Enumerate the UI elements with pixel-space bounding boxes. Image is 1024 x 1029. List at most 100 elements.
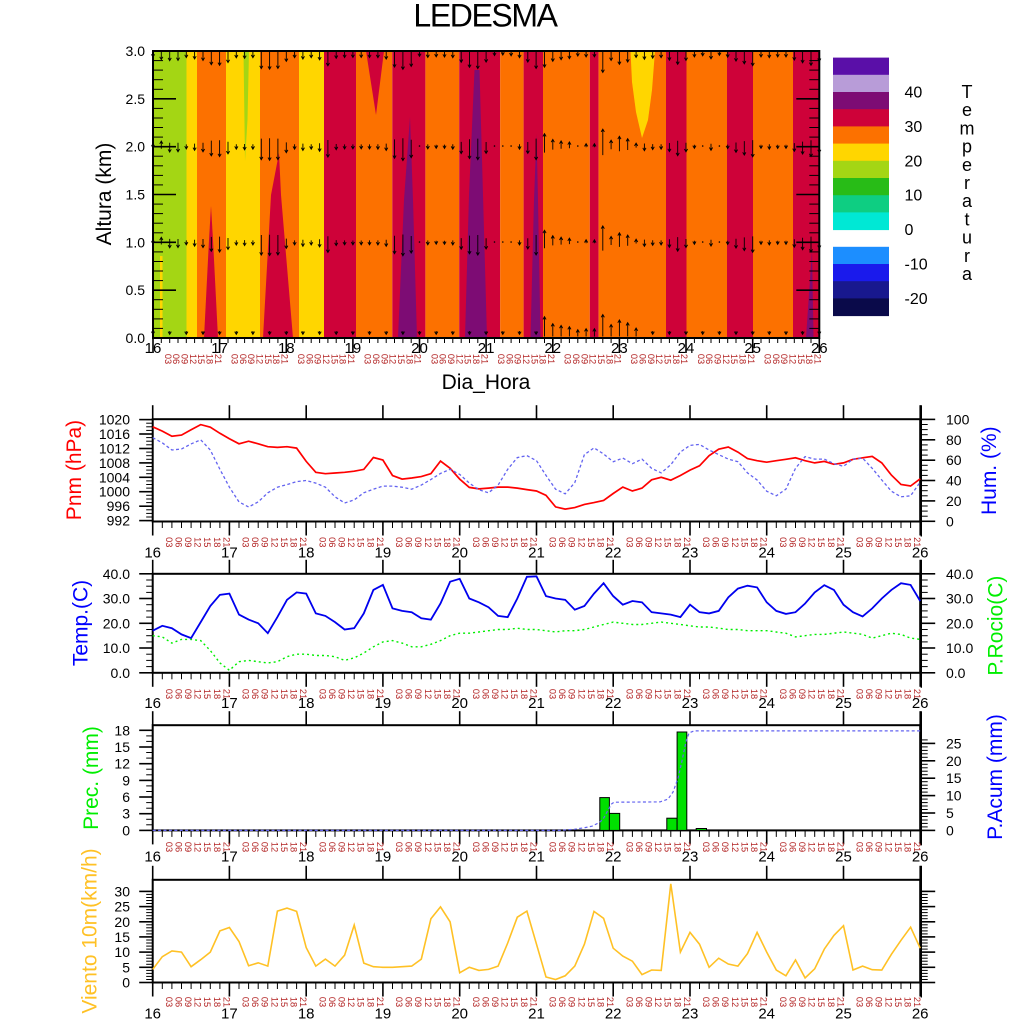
svg-text:e: e — [962, 155, 972, 175]
svg-text:15: 15 — [893, 997, 903, 1007]
svg-text:06: 06 — [171, 354, 181, 364]
svg-text:12: 12 — [254, 354, 264, 364]
svg-text:30: 30 — [905, 119, 923, 136]
svg-text:12: 12 — [588, 354, 598, 364]
svg-text:09: 09 — [874, 997, 884, 1007]
svg-text:18: 18 — [672, 842, 682, 852]
svg-text:15: 15 — [202, 537, 212, 547]
svg-text:u: u — [962, 228, 972, 248]
svg-text:21: 21 — [528, 849, 545, 866]
svg-text:16: 16 — [145, 340, 162, 357]
svg-text:15: 15 — [816, 997, 826, 1007]
svg-text:26: 26 — [912, 849, 929, 866]
svg-text:19: 19 — [375, 1006, 392, 1023]
svg-text:03: 03 — [855, 842, 865, 852]
svg-text:0: 0 — [122, 975, 130, 991]
svg-text:09: 09 — [413, 842, 423, 852]
svg-text:09: 09 — [260, 537, 270, 547]
svg-text:09: 09 — [797, 997, 807, 1007]
svg-text:19: 19 — [375, 695, 392, 712]
svg-text:03: 03 — [624, 689, 634, 699]
svg-text:09: 09 — [646, 354, 656, 364]
svg-text:21: 21 — [835, 997, 845, 1007]
svg-text:09: 09 — [579, 354, 589, 364]
svg-text:23: 23 — [682, 849, 699, 866]
svg-text:18: 18 — [749, 689, 759, 699]
svg-text:26: 26 — [912, 695, 929, 712]
svg-text:03: 03 — [563, 354, 573, 364]
svg-text:25: 25 — [835, 695, 852, 712]
svg-text:21: 21 — [375, 842, 385, 852]
svg-text:10.0: 10.0 — [103, 640, 130, 656]
svg-text:03: 03 — [778, 997, 788, 1007]
svg-text:03: 03 — [164, 689, 174, 699]
svg-text:15: 15 — [586, 537, 596, 547]
svg-text:21: 21 — [759, 689, 769, 699]
svg-text:18: 18 — [298, 545, 315, 562]
svg-text:16: 16 — [144, 695, 161, 712]
svg-text:21: 21 — [813, 354, 823, 364]
svg-text:18: 18 — [672, 537, 682, 547]
svg-text:18: 18 — [826, 842, 836, 852]
svg-text:10: 10 — [905, 188, 923, 205]
svg-text:09: 09 — [337, 997, 347, 1007]
svg-text:996: 996 — [107, 498, 131, 514]
svg-text:18: 18 — [278, 340, 295, 357]
svg-text:21: 21 — [682, 997, 692, 1007]
svg-text:03: 03 — [317, 689, 327, 699]
svg-text:03: 03 — [701, 537, 711, 547]
svg-text:24: 24 — [758, 695, 775, 712]
svg-text:20: 20 — [946, 753, 962, 769]
svg-text:06: 06 — [327, 997, 337, 1007]
svg-text:06: 06 — [787, 842, 797, 852]
svg-text:22: 22 — [605, 695, 622, 712]
svg-text:03: 03 — [855, 997, 865, 1007]
svg-text:1012: 1012 — [99, 441, 130, 457]
svg-text:18: 18 — [749, 997, 759, 1007]
svg-text:09: 09 — [183, 689, 193, 699]
svg-text:21: 21 — [528, 537, 538, 547]
svg-text:03: 03 — [164, 842, 174, 852]
svg-text:15: 15 — [893, 537, 903, 547]
svg-text:a: a — [962, 191, 973, 211]
svg-text:15: 15 — [529, 354, 539, 364]
svg-text:09: 09 — [260, 842, 270, 852]
svg-text:03: 03 — [164, 997, 174, 1007]
svg-text:18: 18 — [298, 1006, 315, 1023]
svg-text:21: 21 — [912, 842, 922, 852]
svg-text:06: 06 — [864, 997, 874, 1007]
svg-text:18: 18 — [519, 689, 529, 699]
svg-text:06: 06 — [173, 997, 183, 1007]
svg-text:09: 09 — [379, 354, 389, 364]
svg-text:15: 15 — [509, 537, 519, 547]
svg-text:03: 03 — [241, 689, 251, 699]
svg-text:15: 15 — [329, 354, 339, 364]
svg-text:0.0: 0.0 — [126, 330, 146, 346]
svg-text:21: 21 — [452, 842, 462, 852]
svg-text:20.0: 20.0 — [103, 615, 130, 631]
svg-text:21: 21 — [759, 997, 769, 1007]
svg-text:03: 03 — [778, 689, 788, 699]
svg-text:1000: 1000 — [99, 484, 130, 500]
svg-text:06: 06 — [557, 842, 567, 852]
svg-text:12: 12 — [576, 689, 586, 699]
svg-text:21: 21 — [298, 842, 308, 852]
svg-text:03: 03 — [701, 689, 711, 699]
svg-text:22: 22 — [605, 545, 622, 562]
svg-text:21: 21 — [546, 354, 556, 364]
svg-text:06: 06 — [864, 537, 874, 547]
svg-text:06: 06 — [250, 689, 260, 699]
svg-text:40: 40 — [905, 85, 923, 102]
svg-text:15: 15 — [432, 997, 442, 1007]
svg-text:15: 15 — [202, 842, 212, 852]
svg-text:09: 09 — [246, 354, 256, 364]
svg-text:6: 6 — [122, 789, 130, 805]
svg-text:2.5: 2.5 — [126, 91, 146, 107]
svg-text:12: 12 — [423, 689, 433, 699]
svg-text:06: 06 — [704, 354, 714, 364]
svg-text:23: 23 — [682, 1006, 699, 1023]
svg-text:12: 12 — [423, 842, 433, 852]
svg-text:p: p — [962, 137, 972, 157]
svg-text:19: 19 — [375, 545, 392, 562]
svg-text:LEDESMA: LEDESMA — [413, 0, 558, 34]
